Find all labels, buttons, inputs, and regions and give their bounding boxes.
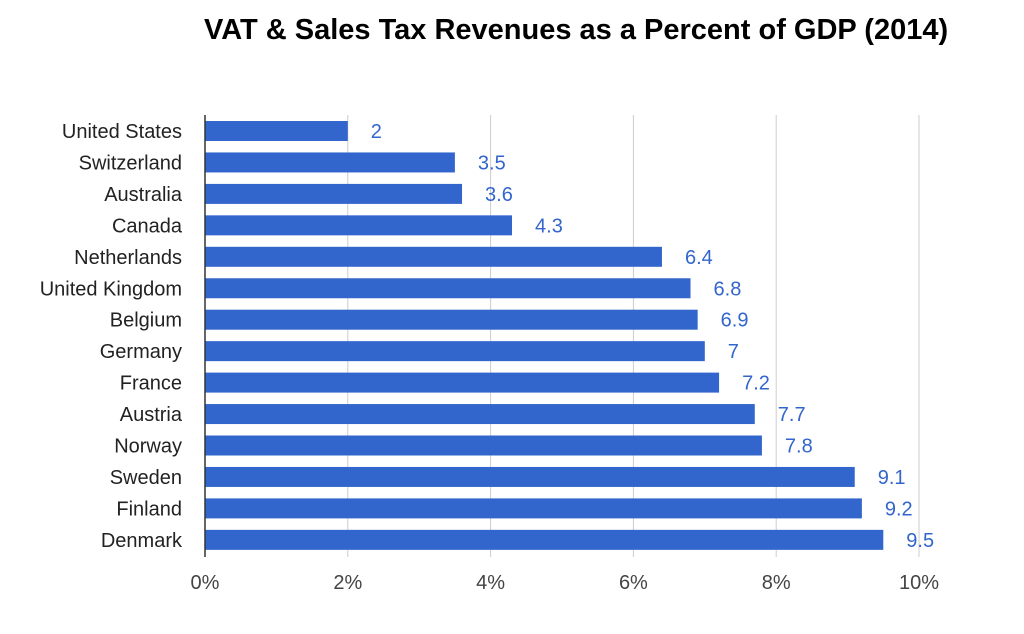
data-label: 9.2 bbox=[885, 498, 913, 520]
bar bbox=[205, 498, 862, 519]
bar bbox=[205, 435, 762, 456]
labels: 0% 2% 4% 6% 8% 10% United States 2 Switzerland 3.… bbox=[40, 121, 940, 594]
category-label: United States bbox=[62, 121, 182, 143]
category-label: Norway bbox=[114, 436, 182, 458]
data-label: 7.8 bbox=[785, 436, 813, 458]
x-tick-label: 2% bbox=[333, 572, 362, 594]
bar bbox=[205, 121, 348, 141]
bar bbox=[205, 246, 662, 267]
bar bbox=[205, 152, 455, 173]
x-tick-label: 4% bbox=[476, 572, 505, 594]
category-label: Belgium bbox=[110, 310, 182, 332]
data-label: 3.5 bbox=[478, 152, 506, 174]
data-label: 7.2 bbox=[742, 373, 770, 395]
data-label: 7 bbox=[728, 341, 739, 363]
category-label: Canada bbox=[112, 215, 183, 237]
grid-lines bbox=[347, 115, 920, 557]
category-label: Australia bbox=[104, 184, 183, 206]
x-tick-label: 10% bbox=[899, 572, 939, 594]
data-label: 2 bbox=[371, 121, 382, 143]
bar bbox=[205, 404, 755, 425]
data-label: 6.9 bbox=[721, 310, 749, 332]
bar bbox=[205, 183, 463, 204]
category-label: France bbox=[120, 373, 182, 395]
category-label: Switzerland bbox=[79, 152, 182, 174]
x-tick-label: 6% bbox=[619, 572, 648, 594]
bar bbox=[205, 278, 691, 299]
category-label: Finland bbox=[116, 498, 182, 520]
bar bbox=[205, 309, 698, 330]
bar bbox=[205, 372, 720, 393]
data-label: 7.7 bbox=[778, 404, 806, 426]
bar bbox=[205, 215, 513, 236]
category-label: Netherlands bbox=[74, 247, 182, 269]
bars bbox=[205, 121, 884, 550]
x-tick-label: 8% bbox=[762, 572, 791, 594]
category-label: Austria bbox=[120, 404, 183, 426]
bar bbox=[205, 529, 884, 550]
bar bbox=[205, 341, 705, 362]
category-label: Sweden bbox=[110, 467, 182, 489]
data-label: 3.6 bbox=[485, 184, 513, 206]
data-label: 6.4 bbox=[685, 247, 713, 269]
data-label: 4.3 bbox=[535, 215, 563, 237]
category-label: Denmark bbox=[101, 530, 183, 552]
x-tick-label: 0% bbox=[191, 572, 220, 594]
data-label: 9.1 bbox=[878, 467, 906, 489]
data-label: 6.8 bbox=[714, 278, 742, 300]
category-label: Germany bbox=[100, 341, 182, 363]
category-label: United Kingdom bbox=[40, 278, 182, 300]
data-label: 9.5 bbox=[906, 530, 934, 552]
chart-title: VAT & Sales Tax Revenues as a Percent of… bbox=[204, 14, 949, 46]
bar bbox=[205, 466, 855, 487]
